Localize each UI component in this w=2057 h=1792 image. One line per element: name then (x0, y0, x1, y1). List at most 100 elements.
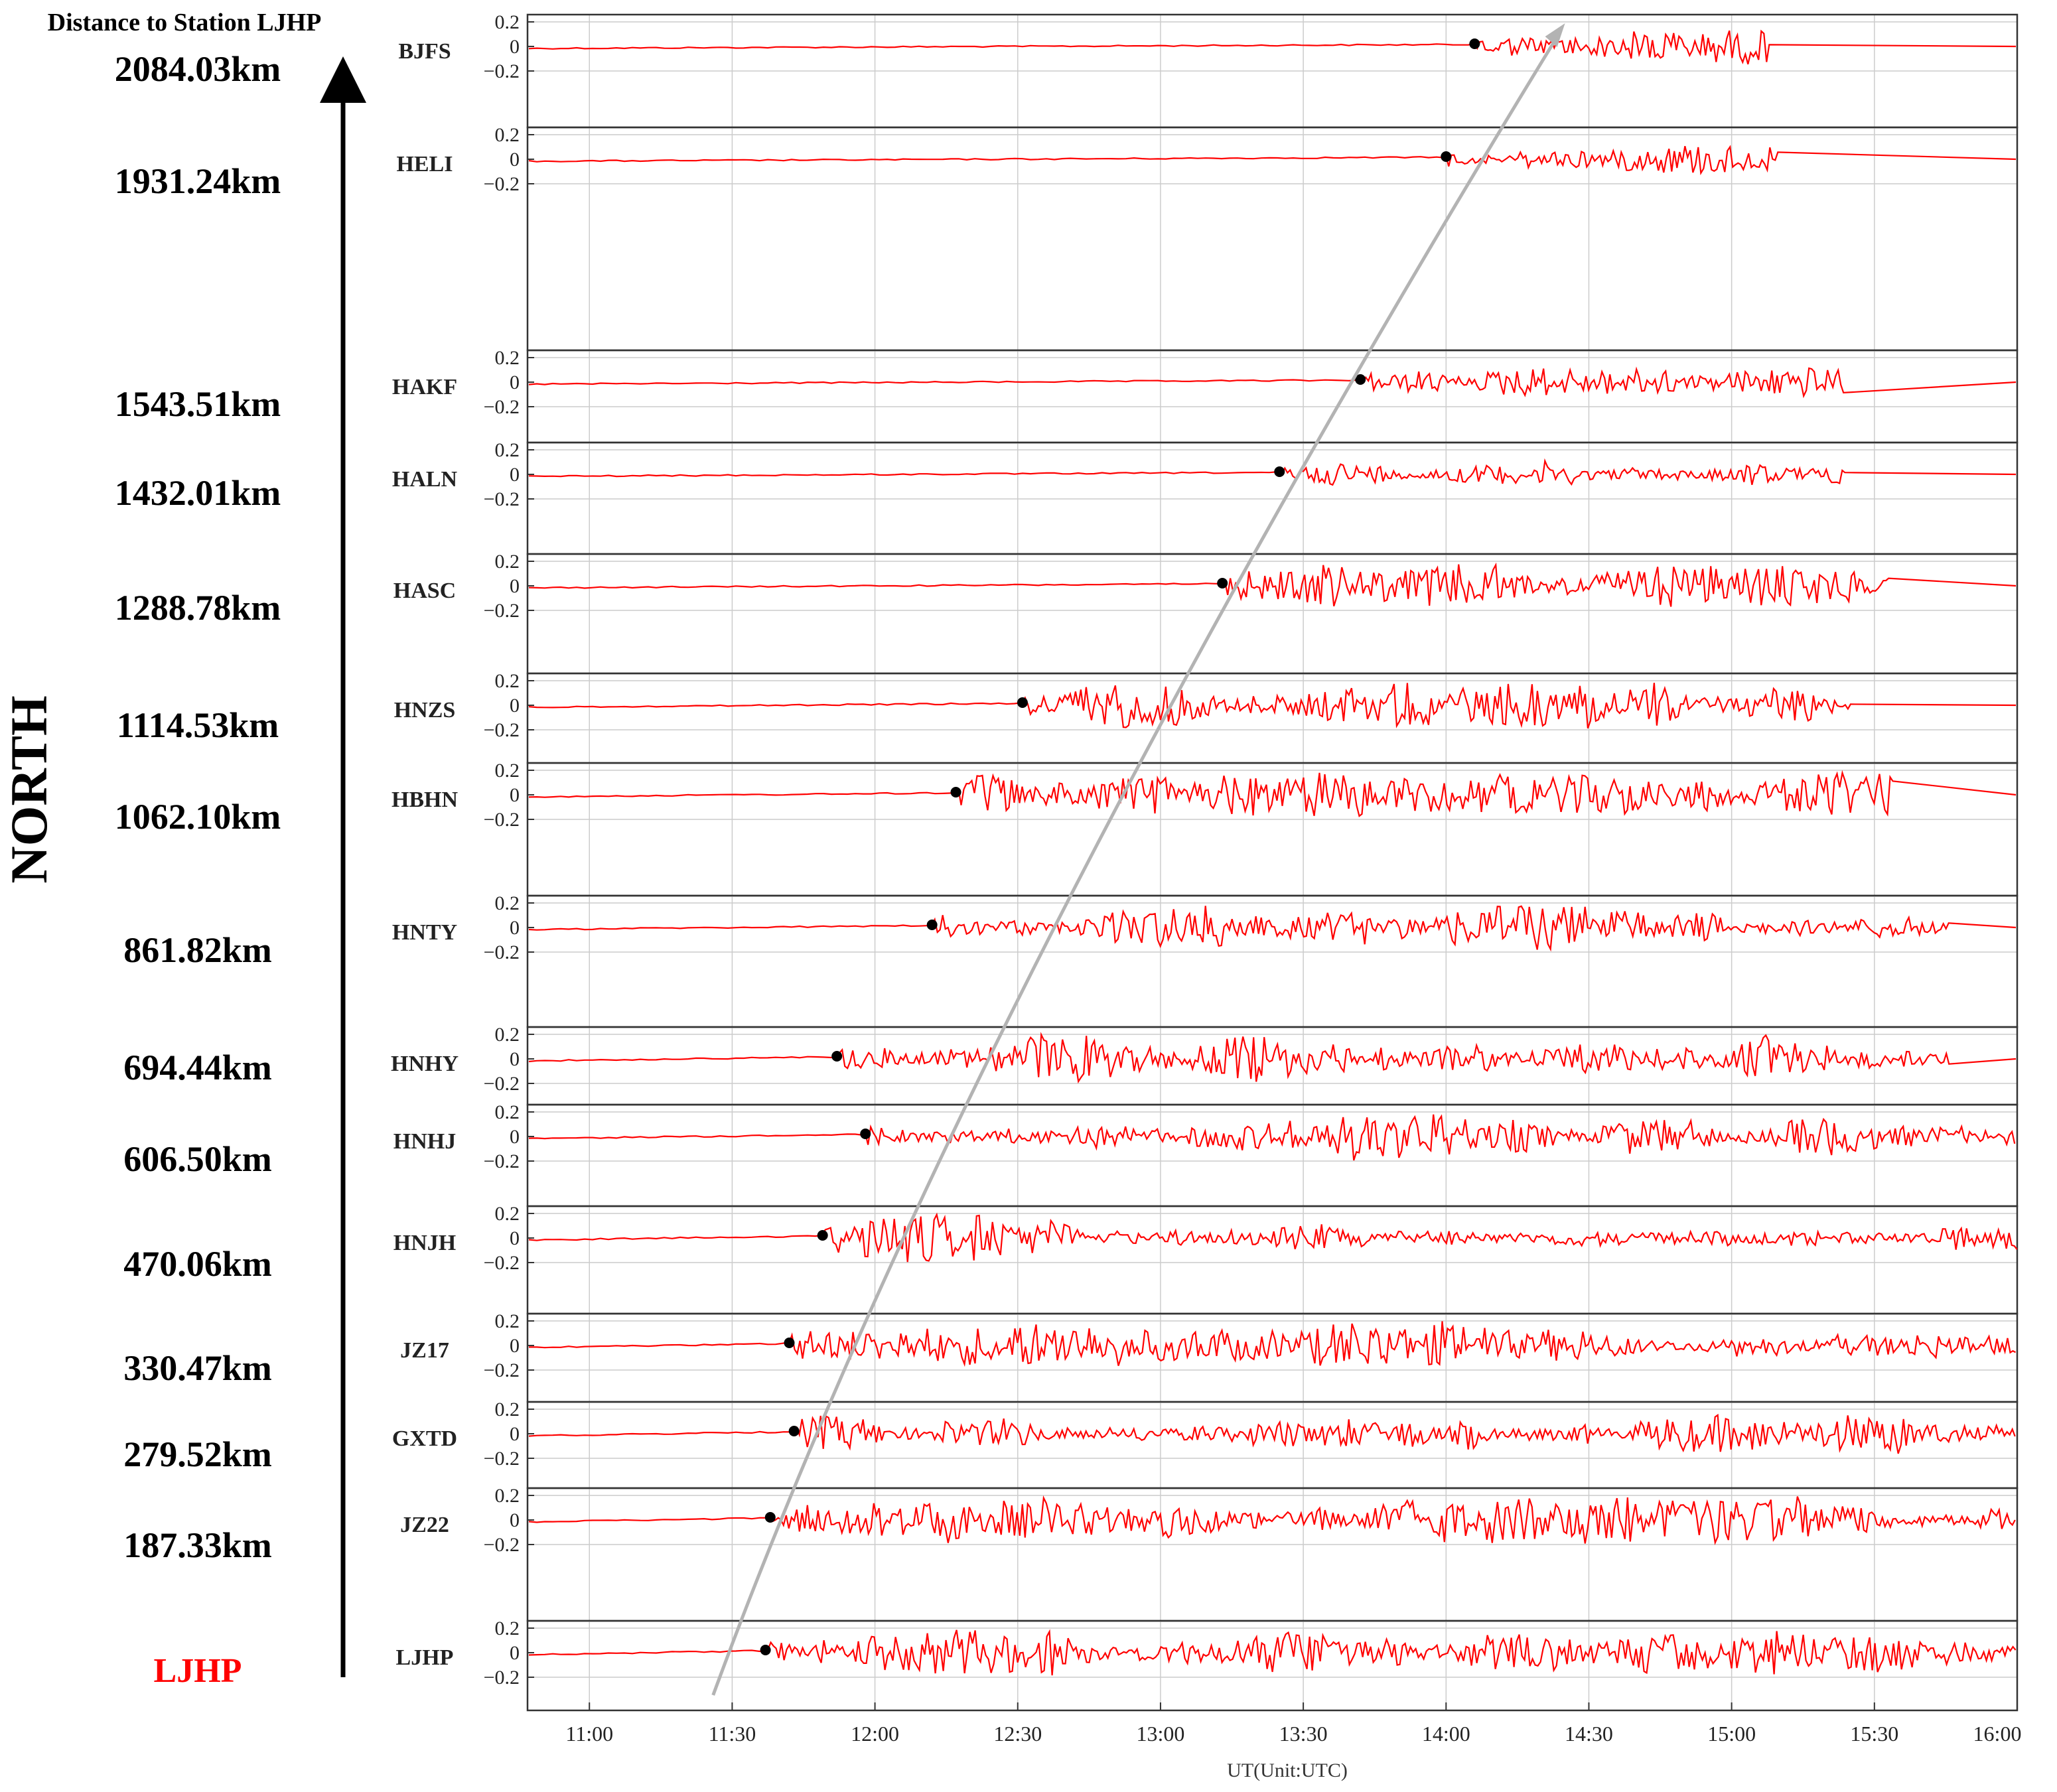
y-tick-label: −0.2 (484, 941, 520, 963)
y-tick-label: 0 (510, 784, 520, 806)
trace-line (528, 458, 2017, 486)
trace-panel: 0.20 −0.2 JZ22 (400, 1485, 2019, 1622)
x-tick-label: 14:00 (1422, 1722, 1470, 1746)
station-name: GXTD (392, 1426, 457, 1451)
trace-panel: 0.2 0 −0.2 HAKF (392, 347, 2019, 444)
arrival-marker (764, 1512, 776, 1523)
y-tick-label: 0.2 (495, 1618, 520, 1639)
y-tick-label: 0 (510, 1048, 520, 1070)
arrival-marker (817, 1230, 828, 1241)
trace-panel: 0.2 0−0.2 HNTY (392, 892, 2019, 1028)
distance-label: 694.44km (123, 1048, 272, 1087)
arrival-marker (950, 787, 961, 797)
y-tick-label: 0 (510, 464, 520, 486)
station-name: HNJH (393, 1231, 456, 1255)
x-tick-label: 13:30 (1279, 1722, 1328, 1746)
arrival-marker (926, 920, 938, 930)
trace-line (529, 1321, 2017, 1367)
panel-frame (526, 894, 2019, 1028)
y-tick-label: −0.2 (484, 1667, 520, 1689)
y-tick-label: 0.2 (495, 1485, 520, 1507)
distance-label: 330.47km (123, 1348, 272, 1388)
trace-line (528, 1495, 2016, 1545)
arrival-marker (1274, 466, 1285, 477)
y-tick-label: 0.2 (495, 124, 520, 146)
panel-frame (526, 1620, 2019, 1712)
panel-frame (526, 1312, 2019, 1403)
y-tick-label: 0.2 (495, 11, 520, 33)
arrival-marker (860, 1129, 871, 1139)
y-tick-label: 0 (510, 1126, 520, 1148)
station-name: HNHY (391, 1052, 459, 1076)
y-tick-label: 0.2 (495, 760, 520, 782)
y-tick-label: −0.2 (484, 1252, 520, 1274)
y-tick-label: −0.2 (484, 809, 520, 831)
panel-frame (526, 349, 2019, 444)
trace-panel: 0.20 −0.2 HASC (393, 551, 2019, 675)
x-tick-label: 11:30 (709, 1722, 756, 1746)
y-tick-label: −0.2 (484, 1534, 520, 1556)
distance-label: 2084.03km (115, 49, 281, 89)
station-name: JZ22 (400, 1513, 449, 1537)
x-tick-label: 15:00 (1707, 1722, 1756, 1746)
y-tick-label: −0.2 (484, 488, 520, 510)
arrival-marker (1017, 697, 1028, 708)
distance-label: 1543.51km (115, 384, 281, 424)
y-tick-label: 0 (510, 372, 520, 393)
trace-panel: 0.20 −0.2 HNHY (391, 1024, 2019, 1106)
station-name: LJHP (396, 1645, 454, 1670)
y-tick-label: 0 (510, 1227, 520, 1249)
panel-frame (526, 672, 2019, 764)
trace-line (528, 683, 2017, 729)
y-tick-label: −0.2 (484, 60, 520, 82)
panel-frame (526, 1487, 2019, 1622)
north-label: NORTH (0, 695, 58, 883)
panel-frame (526, 762, 2019, 897)
trace-panel: 0.20 −0.2 HBHN (391, 760, 2019, 897)
station-name: HALN (392, 467, 458, 492)
y-tick-label: 0.2 (495, 551, 520, 573)
panel-frame (526, 1103, 2019, 1207)
trace-panel: 0.2 0−0.2 JZ17 (400, 1310, 2019, 1403)
y-tick-label: 0 (510, 575, 520, 597)
trace-line (528, 1114, 2016, 1161)
distance-label: 1288.78km (115, 588, 281, 628)
arrival-marker (1217, 578, 1228, 588)
y-tick-label: 0.2 (495, 347, 520, 369)
distance-label: 1432.01km (115, 473, 281, 513)
y-tick-label: −0.2 (484, 173, 520, 195)
trace-line (528, 29, 2017, 65)
distance-label: 470.06km (123, 1244, 272, 1284)
trace-panel: 0.2 0 −0.2 GXTD (392, 1399, 2019, 1489)
x-tick-label: 16:00 (1973, 1722, 2022, 1746)
station-name: HBHN (391, 788, 459, 812)
trace-panel: 0.2 0−0.2 HNHJ (393, 1101, 2019, 1207)
distance-label: 279.52km (123, 1434, 272, 1474)
y-tick-label: −0.2 (484, 600, 520, 622)
panel-frame (526, 126, 2019, 352)
distance-label: 861.82km (123, 930, 272, 970)
trace-panel: 0.2 0−0.2 HALN (392, 439, 2019, 555)
trace-line (528, 562, 2017, 607)
trace-line (528, 366, 2017, 399)
y-tick-label: 0.2 (495, 1024, 520, 1046)
trace-panel: 0.2 0−0.2 HNZS (394, 670, 2019, 764)
chart-title: Distance to Station LJHP (48, 9, 322, 36)
arrival-marker (1469, 38, 1480, 49)
arrival-marker (1355, 374, 1366, 385)
y-tick-label: 0.2 (495, 1101, 520, 1123)
panel-frame (526, 1205, 2019, 1315)
y-tick-label: −0.2 (484, 1150, 520, 1172)
panel-frame (526, 441, 2019, 555)
y-tick-label: 0 (510, 1642, 520, 1664)
y-tick-label: 0.2 (495, 892, 520, 914)
y-tick-label: 0.2 (495, 670, 520, 692)
y-tick-label: 0.2 (495, 1203, 520, 1225)
y-tick-label: 0 (510, 1423, 520, 1445)
station-name: HNTY (392, 920, 457, 945)
trace-line (528, 1413, 2016, 1454)
station-name: HASC (393, 579, 456, 603)
trace-panel: 0.2 0−0.2 BJFS (398, 11, 2019, 129)
station-name: JZ17 (400, 1338, 449, 1363)
